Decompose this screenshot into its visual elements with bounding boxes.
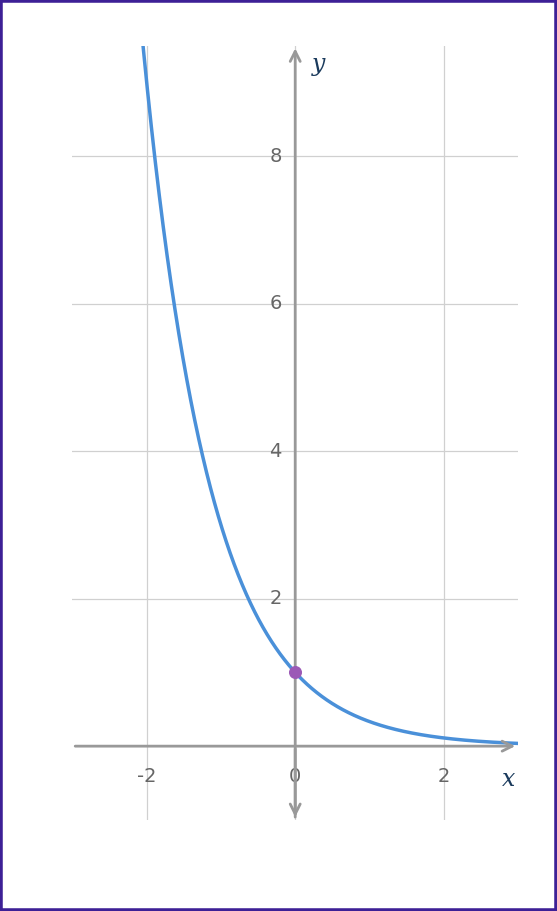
Text: 2: 2: [270, 589, 282, 609]
Text: 4: 4: [270, 442, 282, 461]
Point: [291, 665, 300, 680]
Text: 0: 0: [289, 767, 301, 786]
Text: 8: 8: [270, 147, 282, 166]
Text: -2: -2: [137, 767, 157, 786]
Text: y: y: [311, 53, 325, 76]
Text: x: x: [502, 768, 516, 792]
Text: 2: 2: [438, 767, 450, 786]
Text: 6: 6: [270, 294, 282, 313]
